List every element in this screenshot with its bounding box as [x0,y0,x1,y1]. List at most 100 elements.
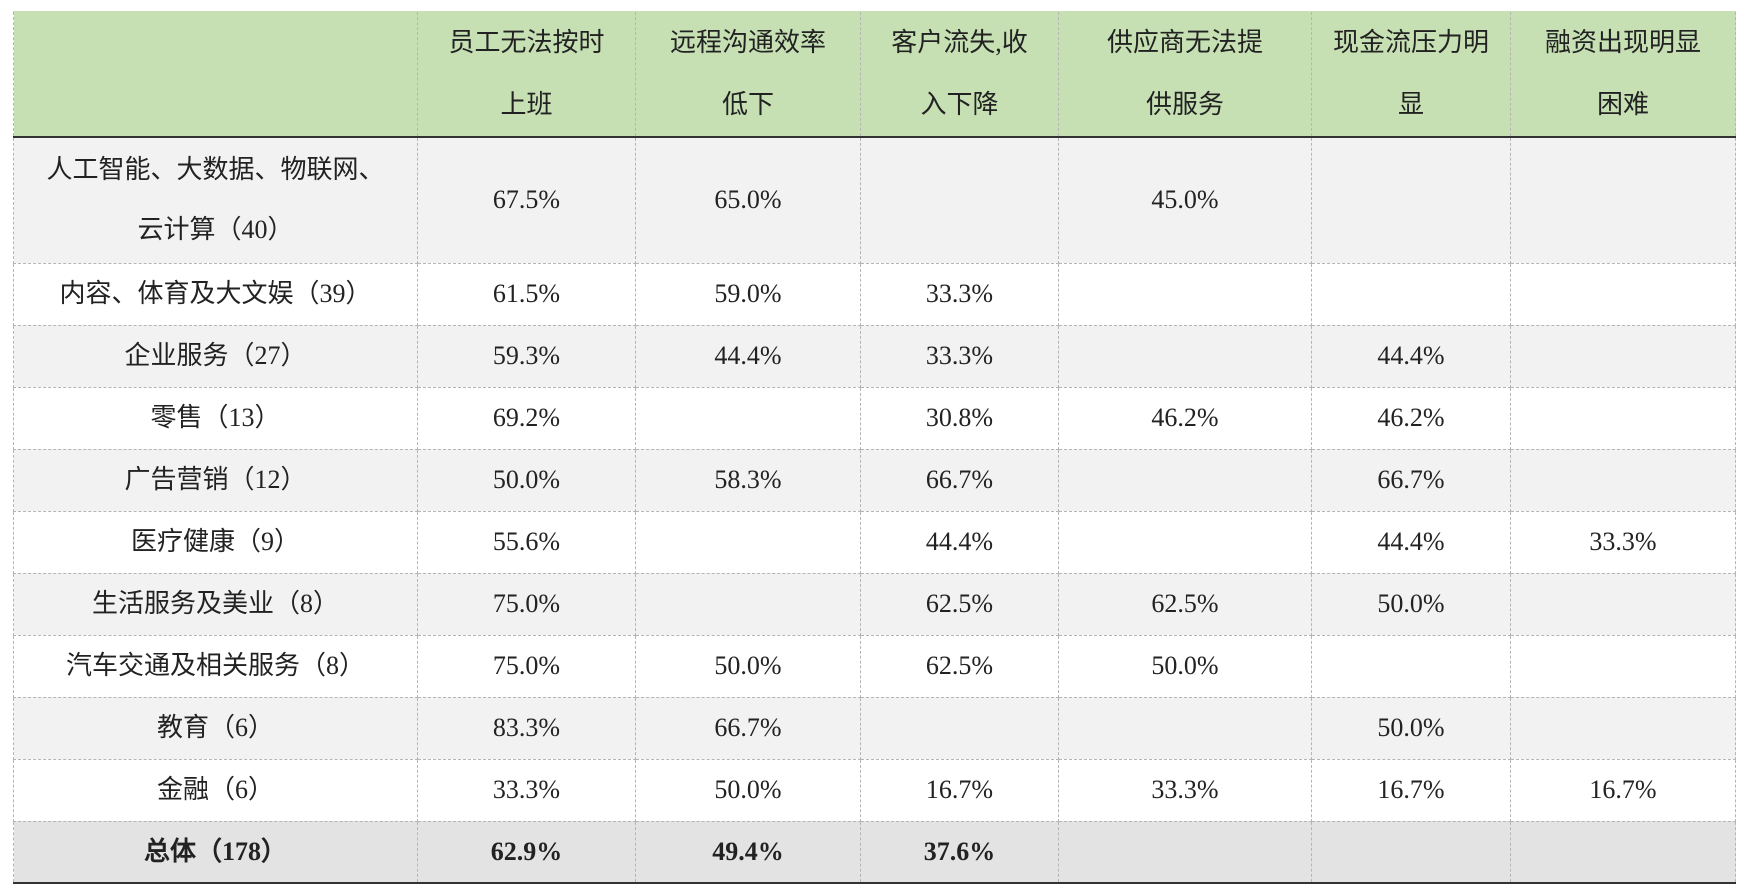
table-cell: 33.3% [1510,511,1736,574]
table-cell [1510,697,1736,760]
row-label-text: 内容、体育及大文娱（39） [59,279,372,308]
table-cell-text: 66.7% [714,713,782,742]
table-cell: 62.5% [860,573,1059,636]
table-cell: 62.5% [860,635,1059,698]
row-label: 广告营销（12） [13,449,418,512]
table-cell: 62.5% [1058,573,1312,636]
table-cell: 30.8% [860,387,1059,450]
table-cell-text: 46.2% [1151,403,1219,432]
table-cell-text: 62.5% [1151,589,1219,618]
table-cell [1058,697,1312,760]
table-cell-text: 44.4% [1377,341,1445,370]
table-cell [635,573,861,636]
table-header: 员工无法按时上班 远程沟通效率低下 客户流失,收入下降 供应商无法提供服务 现金流压力明… [13,11,1736,138]
table-cell: 58.3% [635,449,861,512]
table-cell: 44.4% [860,511,1059,574]
table-cell-text: 62.5% [925,589,994,618]
total-cell [1058,821,1312,884]
table-cell-text: 30.8% [925,403,994,432]
total-label-text: 总体（178） [143,836,287,866]
header-cell-text: 现金流压力明显 [1333,28,1490,119]
table-cell: 67.5% [417,137,636,264]
table-cell: 50.0% [417,449,636,512]
table-cell-text: 75.0% [492,651,561,680]
table-cell: 33.3% [417,759,636,822]
table-cell: 59.3% [417,325,636,388]
data-table: 员工无法按时上班 远程沟通效率低下 客户流失,收入下降 供应商无法提供服务 现金流压力明… [13,11,1736,884]
row-label: 金融（6） [13,759,418,822]
table-cell-text: 50.0% [1151,651,1219,680]
row-label: 生活服务及美业（8） [13,573,418,636]
table-cell-text: 59.0% [714,279,782,308]
table-cell [860,697,1059,760]
table-cell [1311,137,1511,264]
table-row: 企业服务（27） 59.3% 44.4% 33.3% 44.4% [13,325,1736,388]
table-cell: 46.2% [1058,387,1312,450]
header-cell-text: 员工无法按时上班 [448,28,605,119]
table-cell-text: 16.7% [1589,775,1657,804]
table-cell: 16.7% [860,759,1059,822]
table-cell: 33.3% [1058,759,1312,822]
table-cell-text: 44.4% [714,341,782,370]
table-cell: 16.7% [1311,759,1511,822]
table-cell: 33.3% [860,325,1059,388]
table-cell [1058,325,1312,388]
header-cell: 融资出现明显困难 [1510,11,1736,138]
row-label-text: 广告营销（12） [124,465,307,494]
total-cell-text: 37.6% [923,836,996,866]
table-cell [860,137,1059,264]
table-row: 人工智能、大数据、物联网、云计算（40） 67.5% 65.0% 45.0% [13,137,1736,264]
table-cell-text: 83.3% [492,713,561,742]
table-cell-text: 44.4% [925,527,994,556]
table-cell: 50.0% [1311,697,1511,760]
row-label-text: 教育（6） [156,713,274,742]
table-cell-text: 45.0% [1151,185,1219,215]
table-cell: 50.0% [635,635,861,698]
table-cell-text: 65.0% [714,185,782,215]
header-cell-text: 供应商无法提供服务 [1107,28,1264,119]
table-cell-text: 69.2% [492,403,561,432]
table-cell-text: 50.0% [714,651,782,680]
table-cell-text: 33.3% [925,279,994,308]
table-cell-text: 16.7% [925,775,994,804]
table-cell-text: 46.2% [1377,403,1445,432]
row-label-text: 金融（6） [156,775,274,804]
table-row: 生活服务及美业（8） 75.0% 62.5% 62.5% 50.0% [13,573,1736,636]
table-row: 医疗健康（9） 55.6% 44.4% 44.4% 33.3% [13,511,1736,574]
table-cell-text: 50.0% [1377,589,1445,618]
table-cell: 44.4% [1311,325,1511,388]
table-cell-text: 16.7% [1377,775,1445,804]
table-row: 内容、体育及大文娱（39） 61.5% 59.0% 33.3% [13,263,1736,326]
table-cell: 55.6% [417,511,636,574]
table-cell: 50.0% [1311,573,1511,636]
table-cell [1058,511,1312,574]
table-cell: 75.0% [417,635,636,698]
row-label-text: 人工智能、大数据、物联网、云计算（40） [46,155,385,245]
table-cell-text: 59.3% [492,341,561,370]
table-cell-text: 61.5% [492,279,561,308]
header-row: 员工无法按时上班 远程沟通效率低下 客户流失,收入下降 供应商无法提供服务 现金流压力明… [13,11,1736,138]
table-row: 教育（6） 83.3% 66.7% 50.0% [13,697,1736,760]
table-cell-text: 50.0% [492,465,561,494]
row-label: 人工智能、大数据、物联网、云计算（40） [13,137,418,264]
table-cell: 33.3% [860,263,1059,326]
table-cell [635,511,861,574]
table-cell: 61.5% [417,263,636,326]
table-cell-text: 55.6% [492,527,561,556]
total-cell: 62.9% [417,821,636,884]
row-label: 医疗健康（9） [13,511,418,574]
table-cell [1311,263,1511,326]
table-cell [1510,449,1736,512]
header-cell: 客户流失,收入下降 [860,11,1059,138]
header-cell: 远程沟通效率低下 [635,11,861,138]
table-cell: 66.7% [1311,449,1511,512]
table-row: 零售（13） 69.2% 30.8% 46.2% 46.2% [13,387,1736,450]
table-cell [1058,449,1312,512]
table-cell: 44.4% [1311,511,1511,574]
table-cell: 66.7% [860,449,1059,512]
table-row: 汽车交通及相关服务（8） 75.0% 50.0% 62.5% 50.0% [13,635,1736,698]
table-row: 金融（6） 33.3% 50.0% 16.7% 33.3% 16.7% 16.7% [13,759,1736,822]
table-cell: 50.0% [635,759,861,822]
table-cell [1510,387,1736,450]
